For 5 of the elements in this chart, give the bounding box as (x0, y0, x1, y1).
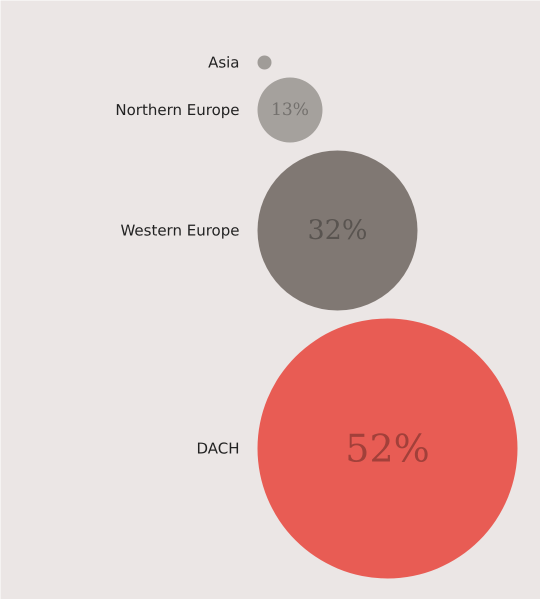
category-label: DACH (196, 440, 240, 458)
category-label: Asia (208, 54, 240, 72)
category-label: Western Europe (120, 222, 240, 240)
data-label: 52% (345, 426, 430, 470)
category-label: Northern Europe (115, 101, 240, 119)
